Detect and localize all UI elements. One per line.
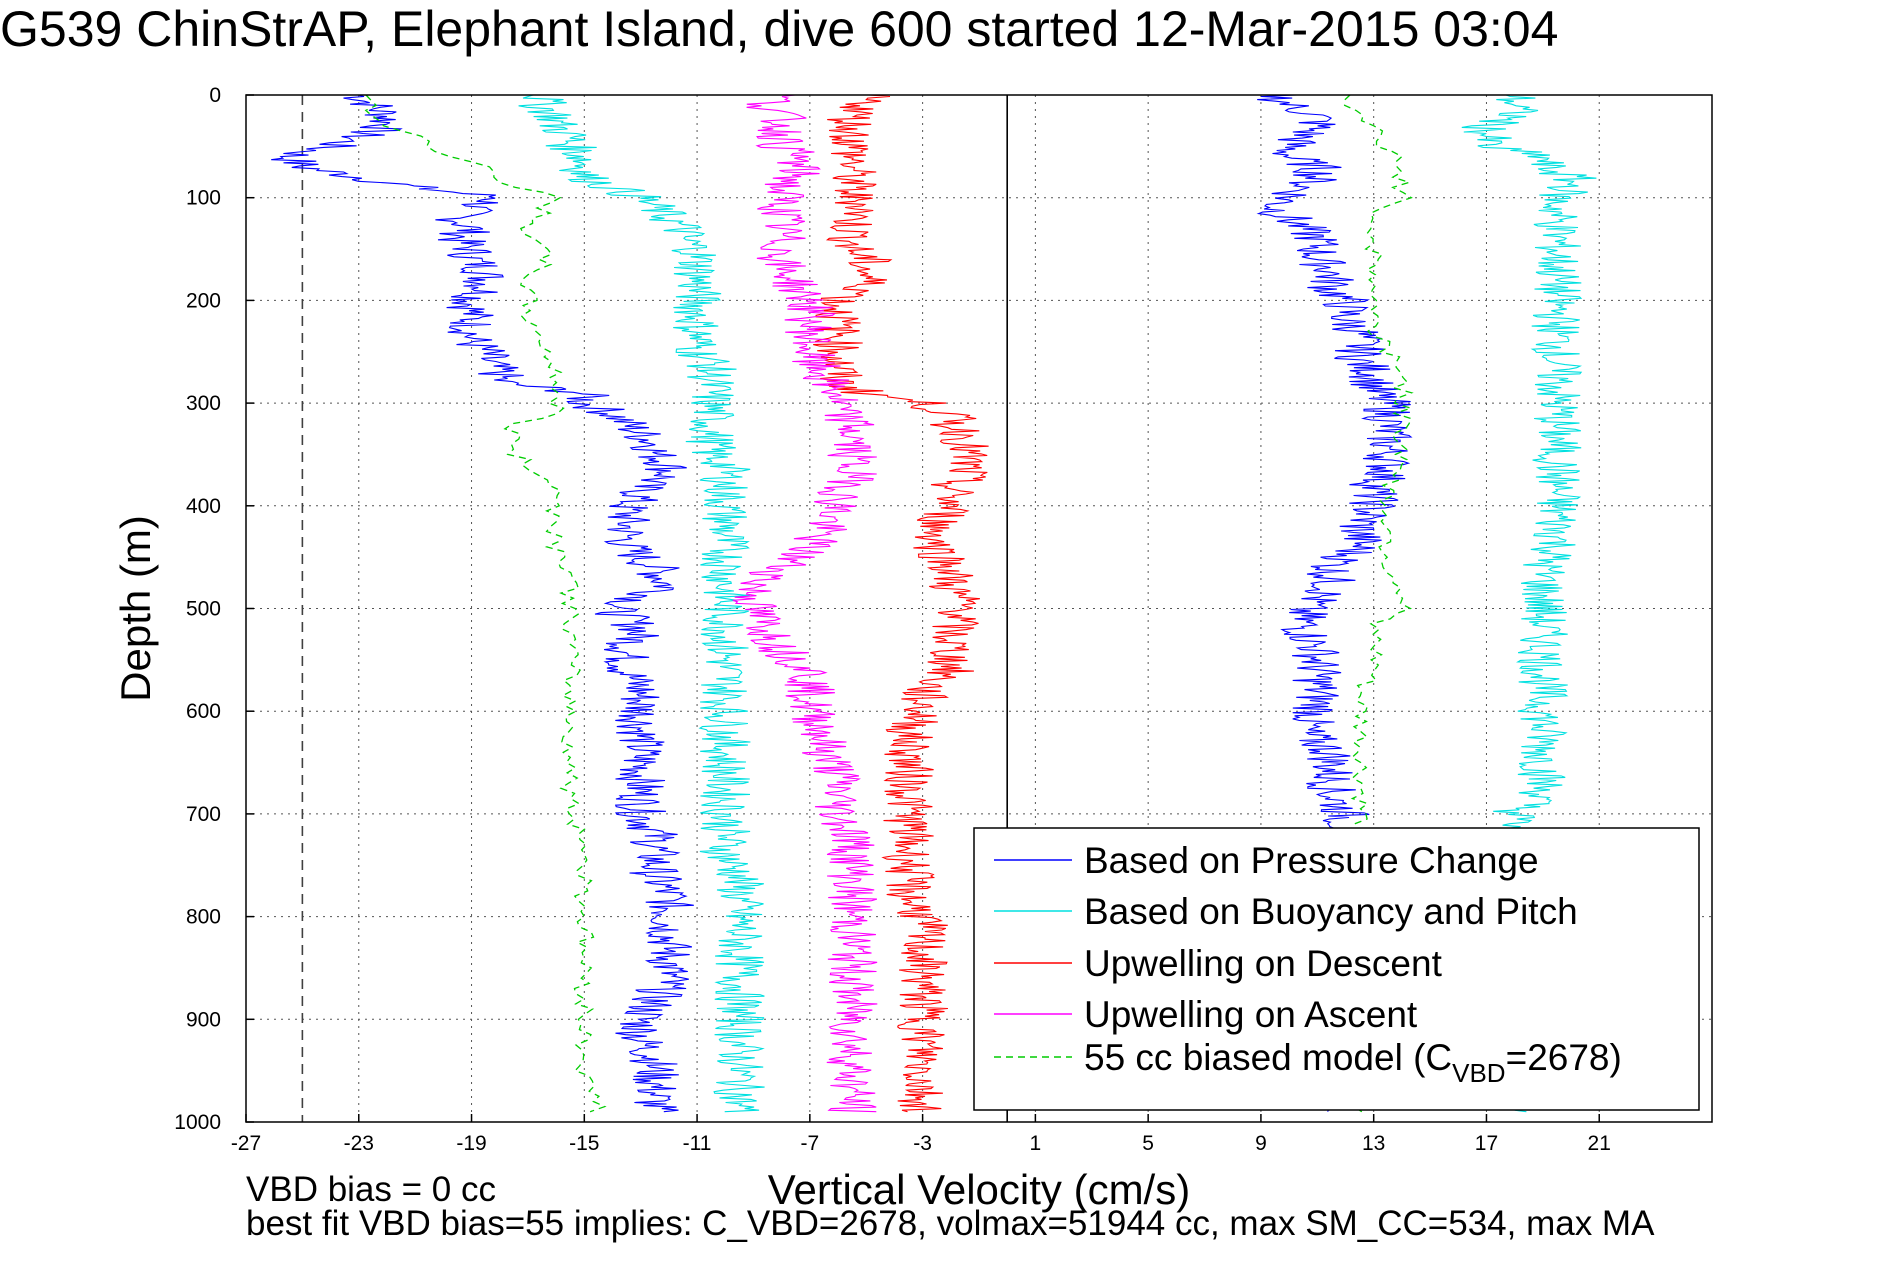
series-line-descent bbox=[364, 94, 607, 1113]
y-tick-label: 700 bbox=[186, 803, 221, 826]
series-line-profile bbox=[732, 94, 878, 1113]
x-tick-label: 21 bbox=[1588, 1132, 1611, 1155]
series-line-profile bbox=[813, 94, 989, 1113]
x-tick-label: -15 bbox=[569, 1132, 599, 1155]
x-tick-label: -27 bbox=[231, 1132, 261, 1155]
x-axis-label: Vertical Velocity (cm/s) bbox=[768, 1166, 1190, 1213]
legend-entry: Based on Buoyancy and Pitch bbox=[1084, 891, 1578, 932]
x-tick-label: 9 bbox=[1255, 1132, 1267, 1155]
x-tick-label: 5 bbox=[1142, 1132, 1154, 1155]
x-axis-ticks: -27 -23 -19 -15 -11 -7 -3 1 5 9 13 17 21 bbox=[231, 1114, 1611, 1155]
legend-entry-name: Upwelling on Ascent bbox=[1084, 994, 1418, 1035]
series-line-descent bbox=[271, 94, 694, 1113]
y-tick-label: 100 bbox=[186, 187, 221, 210]
x-tick-label: -19 bbox=[456, 1132, 486, 1155]
legend: Based on Pressure Change Based on Buoyanc… bbox=[973, 827, 1700, 1111]
legend-entry: Upwelling on Ascent bbox=[1084, 994, 1418, 1035]
x-tick-label: -7 bbox=[801, 1132, 820, 1155]
legend-entry: 55 cc biased model (CVBD=2678) bbox=[1084, 1037, 1622, 1088]
series-line-descent bbox=[518, 94, 765, 1113]
legend-entry-subscript: VBD bbox=[1452, 1058, 1505, 1088]
y-tick-label: 300 bbox=[186, 392, 221, 415]
y-tick-label: 500 bbox=[186, 598, 221, 621]
y-axis-label: Depth (m) bbox=[112, 515, 159, 702]
y-tick-label: 900 bbox=[186, 1008, 221, 1031]
x-tick-label: 17 bbox=[1475, 1132, 1498, 1155]
legend-entry-name: Based on Pressure Change bbox=[1084, 840, 1539, 881]
legend-entry-name: Upwelling on Descent bbox=[1084, 943, 1443, 984]
y-tick-label: 0 bbox=[209, 84, 221, 107]
vbd-bias-note: VBD bias = 0 cc bbox=[246, 1170, 496, 1209]
y-tick-label: 800 bbox=[186, 906, 221, 929]
legend-entry: Based on Pressure Change bbox=[1084, 840, 1539, 881]
y-tick-label: 1000 bbox=[174, 1111, 221, 1134]
y-tick-label: 600 bbox=[186, 700, 221, 723]
x-tick-label: -11 bbox=[683, 1132, 712, 1155]
x-tick-label: 1 bbox=[1030, 1132, 1042, 1155]
legend-entry-name: 55 cc biased model (C bbox=[1084, 1037, 1452, 1078]
x-tick-label: 13 bbox=[1362, 1132, 1385, 1155]
legend-entry: Upwelling on Descent bbox=[1084, 943, 1443, 984]
chart-title: G539 ChinStrAP, Elephant Island, dive 60… bbox=[0, 1, 1559, 57]
y-axis-ticks: 0 100 200 300 400 500 600 700 800 900 1000 bbox=[174, 84, 254, 1134]
x-tick-label: -23 bbox=[344, 1132, 374, 1155]
legend-entry-suffix: =2678) bbox=[1506, 1037, 1622, 1078]
y-tick-label: 400 bbox=[186, 495, 221, 518]
y-tick-label: 200 bbox=[186, 289, 221, 312]
best-fit-note: best fit VBD bias=55 implies: C_VBD=2678… bbox=[246, 1204, 1655, 1243]
legend-entry-name: Based on Buoyancy and Pitch bbox=[1084, 891, 1578, 932]
legend-box bbox=[973, 827, 1700, 1111]
x-tick-label: -3 bbox=[913, 1132, 932, 1155]
